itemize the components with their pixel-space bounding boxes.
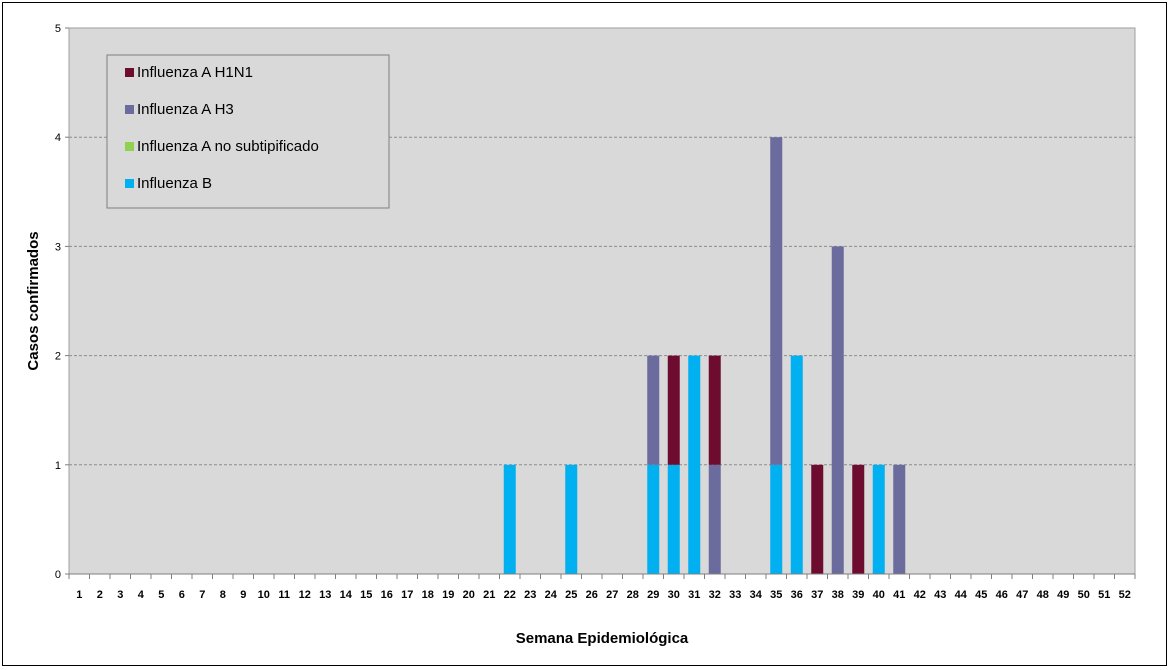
x-tick-label: 6 — [179, 589, 185, 601]
x-tick-label: 30 — [668, 589, 680, 601]
x-tick-label: 28 — [627, 589, 639, 601]
x-tick-label: 42 — [914, 589, 926, 601]
x-tick-label: 8 — [220, 589, 226, 601]
x-tick-label: 23 — [524, 589, 536, 601]
y-axis-title: Casos confirmados — [25, 231, 42, 370]
x-tick-label: 47 — [1016, 589, 1028, 601]
x-tick-label: 41 — [893, 589, 905, 601]
x-tick-label: 36 — [791, 589, 803, 601]
x-tick-label: 33 — [729, 589, 741, 601]
bar-segment — [667, 464, 680, 574]
x-tick-label: 18 — [422, 589, 434, 601]
x-tick-label: 1 — [76, 589, 82, 601]
legend: Influenza A H1N1 Influenza A H3 Influenza … — [106, 54, 390, 209]
x-tick-label: 26 — [586, 589, 598, 601]
bar-segment — [893, 464, 906, 574]
x-tick-label: 50 — [1078, 589, 1090, 601]
x-tick-label: 38 — [832, 589, 844, 601]
legend-swatch — [125, 105, 134, 114]
bar-segment — [667, 355, 680, 465]
bar-segment — [811, 464, 824, 574]
bar-segment — [647, 355, 660, 465]
x-tick-label: 5 — [158, 589, 164, 601]
y-tick-label: 1 — [55, 460, 61, 472]
x-tick-label: 40 — [873, 589, 885, 601]
x-tick-label: 15 — [360, 589, 372, 601]
x-tick-label: 11 — [278, 589, 290, 601]
x-tick-label: 19 — [442, 589, 454, 601]
x-axis-ticks: 1 2 3 4 5 6 7 8 9 10 11 12 13 14 15 16 17 18 19 20 21 22 23 24 2… — [68, 574, 1136, 601]
x-tick-label: 14 — [340, 589, 353, 601]
bar-segment — [831, 246, 844, 574]
legend-swatch — [125, 142, 134, 151]
bars — [503, 137, 906, 574]
bar-segment — [647, 464, 660, 574]
x-tick-label: 43 — [934, 589, 946, 601]
x-tick-label: 37 — [811, 589, 823, 601]
bar-segment — [770, 464, 783, 574]
x-tick-label: 3 — [117, 589, 123, 601]
x-axis-title: Semana Epidemiológica — [516, 630, 689, 647]
x-tick-label: 17 — [401, 589, 413, 601]
x-tick-label: 24 — [545, 589, 558, 601]
y-tick-label: 2 — [55, 351, 61, 363]
x-tick-label: 34 — [750, 589, 763, 601]
x-tick-label: 9 — [240, 589, 246, 601]
bar-segment — [708, 464, 721, 574]
y-axis-ticks: 0 1 2 3 4 5 — [55, 23, 69, 581]
x-tick-label: 39 — [852, 589, 864, 601]
x-tick-label: 31 — [688, 589, 700, 601]
x-tick-label: 7 — [199, 589, 205, 601]
y-tick-label: 5 — [55, 23, 61, 35]
bar-segment — [503, 464, 516, 574]
legend-label: Influenza A H1N1 — [137, 64, 253, 81]
y-tick-label: 3 — [55, 241, 61, 253]
bar-segment — [708, 355, 721, 465]
legend-label: Influenza B — [137, 175, 212, 192]
bar-segment — [852, 464, 865, 574]
x-tick-label: 32 — [709, 589, 721, 601]
bar-segment — [770, 137, 783, 465]
x-tick-label: 46 — [996, 589, 1008, 601]
legend-box — [106, 54, 390, 209]
x-tick-label: 21 — [483, 589, 495, 601]
legend-label: Influenza A H3 — [137, 101, 234, 118]
legend-swatch — [125, 68, 134, 77]
x-tick-label: 12 — [299, 589, 311, 601]
x-tick-label: 22 — [504, 589, 516, 601]
x-tick-label: 2 — [97, 589, 103, 601]
x-tick-label: 4 — [138, 589, 145, 601]
x-tick-label: 25 — [565, 589, 577, 601]
x-tick-label: 45 — [975, 589, 987, 601]
y-tick-label: 4 — [55, 132, 61, 144]
y-tick-label: 0 — [55, 569, 61, 581]
legend-swatch — [125, 179, 134, 188]
x-tick-label: 44 — [955, 589, 968, 601]
x-tick-label: 10 — [258, 589, 270, 601]
legend-label: Influenza A no subtipificado — [137, 138, 319, 155]
x-tick-label: 52 — [1119, 589, 1131, 601]
x-tick-label: 16 — [381, 589, 393, 601]
bar-segment — [790, 355, 803, 574]
x-tick-label: 48 — [1037, 589, 1049, 601]
x-tick-label: 51 — [1098, 589, 1110, 601]
x-tick-label: 35 — [770, 589, 782, 601]
x-tick-label: 20 — [463, 589, 475, 601]
bar-segment — [688, 355, 701, 574]
x-tick-label: 13 — [319, 589, 331, 601]
bar-segment — [872, 464, 885, 574]
x-tick-label: 49 — [1057, 589, 1069, 601]
x-tick-label: 27 — [606, 589, 618, 601]
bar-segment — [565, 464, 578, 574]
x-tick-label: 29 — [647, 589, 659, 601]
